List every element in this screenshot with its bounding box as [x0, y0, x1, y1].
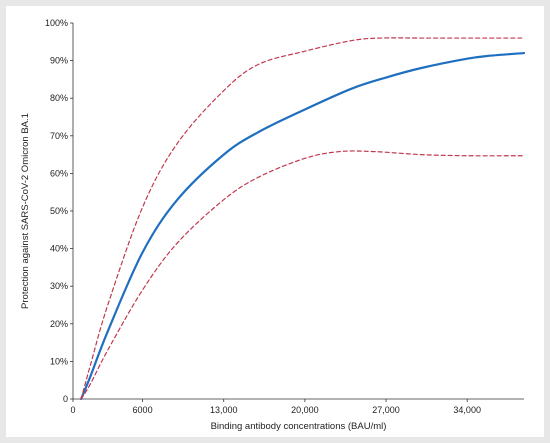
y-tick-label: 90% — [50, 56, 68, 66]
chart-frame: 0 10% 20% 30% 40% 50% 60% 70% 80% 90% 100% 0 6000 13… — [6, 6, 544, 437]
y-axis-title: Protection against SARS-CoV-2 Omicron BA… — [20, 113, 31, 309]
x-axis-ticks: 0 6000 13,000 20,000 27,000 34,000 — [70, 399, 481, 415]
y-tick-label: 40% — [50, 244, 68, 254]
estimate-line — [80, 51, 526, 401]
x-tick-label: 6000 — [133, 405, 153, 415]
y-tick-label: 80% — [50, 93, 68, 103]
y-tick-label: 30% — [50, 281, 68, 291]
x-tick-label: 13,000 — [210, 405, 238, 415]
plot-area: 0 10% 20% 30% 40% 50% 60% 70% 80% 90% 100% 0 6000 13… — [45, 18, 526, 415]
y-tick-label: 100% — [45, 18, 68, 28]
y-tick-label: 0 — [63, 394, 68, 404]
y-tick-label: 50% — [50, 206, 68, 216]
y-axis-ticks: 0 10% 20% 30% 40% 50% 60% 70% 80% 90% 100% — [45, 18, 73, 404]
series-layer — [80, 37, 526, 401]
y-tick-label: 60% — [50, 168, 68, 178]
x-axis-title: Binding antibody concentrations (BAU/ml) — [211, 421, 387, 432]
x-tick-label: 34,000 — [453, 405, 481, 415]
x-tick-label: 27,000 — [372, 405, 400, 415]
x-tick-label: 20,000 — [291, 405, 319, 415]
chart-svg: 0 10% 20% 30% 40% 50% 60% 70% 80% 90% 100% 0 6000 13… — [20, 18, 526, 432]
confidence-bound-line-2 — [80, 150, 525, 400]
confidence-bound-line-1 — [80, 37, 525, 400]
y-tick-label: 70% — [50, 131, 68, 141]
plot-background — [73, 23, 524, 399]
y-tick-label: 10% — [50, 356, 68, 366]
y-tick-label: 20% — [50, 319, 68, 329]
x-tick-label: 0 — [70, 405, 75, 415]
